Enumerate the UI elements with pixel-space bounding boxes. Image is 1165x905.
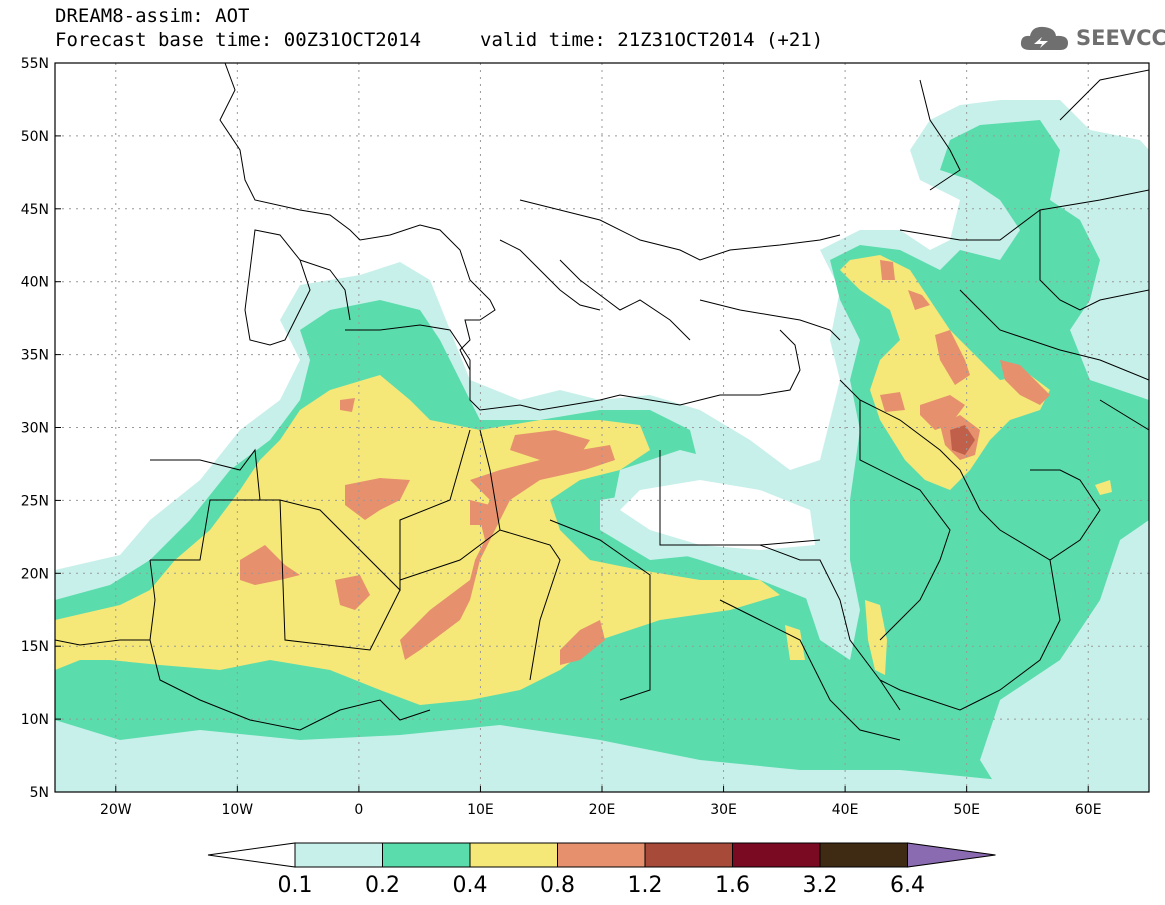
colorbar-label: 0.4 xyxy=(453,873,488,898)
lon-label: 10W xyxy=(221,802,253,818)
colorbar-label: 0.8 xyxy=(540,873,575,898)
aot-south-band xyxy=(55,720,1090,792)
colorbar-label: 1.2 xyxy=(628,873,663,898)
lat-label: 40N xyxy=(21,275,49,291)
lon-label: 50E xyxy=(953,802,980,818)
colorbar-cell xyxy=(469,842,558,868)
lat-label: 20N xyxy=(21,566,49,582)
valid-time: valid time: 21Z31OCT2014 (+21) xyxy=(480,29,824,51)
longitude-labels: 20W 10W 0 10E 20E 30E 40E 50E 60E xyxy=(100,786,1102,818)
lon-label: 20W xyxy=(100,802,132,818)
colorbar-labels: 0.1 0.2 0.4 0.8 1.2 1.6 3.2 6.4 xyxy=(278,873,926,898)
country-borders xyxy=(55,63,1149,741)
seevccc-logo: SEEVCCC xyxy=(1018,22,1165,54)
lat-label: 25N xyxy=(21,493,49,509)
colorbar-label: 1.6 xyxy=(715,873,750,898)
cloud-icon xyxy=(1020,26,1068,50)
colorbar-label: 0.2 xyxy=(365,873,400,898)
lon-label: 60E xyxy=(1075,802,1102,818)
lat-label: 10N xyxy=(21,712,49,728)
aot-clear-patch xyxy=(620,480,815,550)
colorbar-cells xyxy=(207,842,996,868)
lon-label: 10E xyxy=(467,802,494,818)
lat-label: 5N xyxy=(30,785,49,801)
colorbar-cell xyxy=(382,842,471,868)
latitude-labels: 55N 50N 45N 40N 35N 30N 25N 20N 15N 10N 5N xyxy=(21,56,61,801)
forecast-base-time: Forecast base time: 00Z31OCT2014 xyxy=(55,29,422,51)
aot-band-1-2 xyxy=(950,425,975,455)
map-title: DREAM8-assim: AOT xyxy=(55,5,250,27)
lon-label: 0 xyxy=(354,802,363,818)
lat-label: 15N xyxy=(21,639,49,655)
colorbar-label: 0.1 xyxy=(278,873,313,898)
colorbar-cell xyxy=(732,842,821,868)
lon-label: 20E xyxy=(589,802,616,818)
lat-label: 50N xyxy=(21,129,49,145)
colorbar-left-arrow xyxy=(207,842,296,868)
colorbar-cell xyxy=(644,842,733,868)
lon-label: 30E xyxy=(710,802,737,818)
aot-band-0-8 xyxy=(240,260,1050,665)
colorbar-right-arrow xyxy=(907,842,996,868)
lat-label: 45N xyxy=(21,202,49,218)
lat-label: 55N xyxy=(21,56,49,72)
gridlines xyxy=(55,63,1149,792)
colorbar-cell xyxy=(557,842,646,868)
colorbar-cell xyxy=(294,842,383,868)
colorbar-label: 3.2 xyxy=(803,873,838,898)
aot-field xyxy=(55,100,1149,792)
lon-label: 40E xyxy=(832,802,859,818)
lat-label: 35N xyxy=(21,348,49,364)
logo-text: SEEVCCC xyxy=(1076,26,1165,50)
colorbar-cell xyxy=(819,842,908,868)
colorbar-label: 6.4 xyxy=(890,873,925,898)
lat-label: 30N xyxy=(21,421,49,437)
